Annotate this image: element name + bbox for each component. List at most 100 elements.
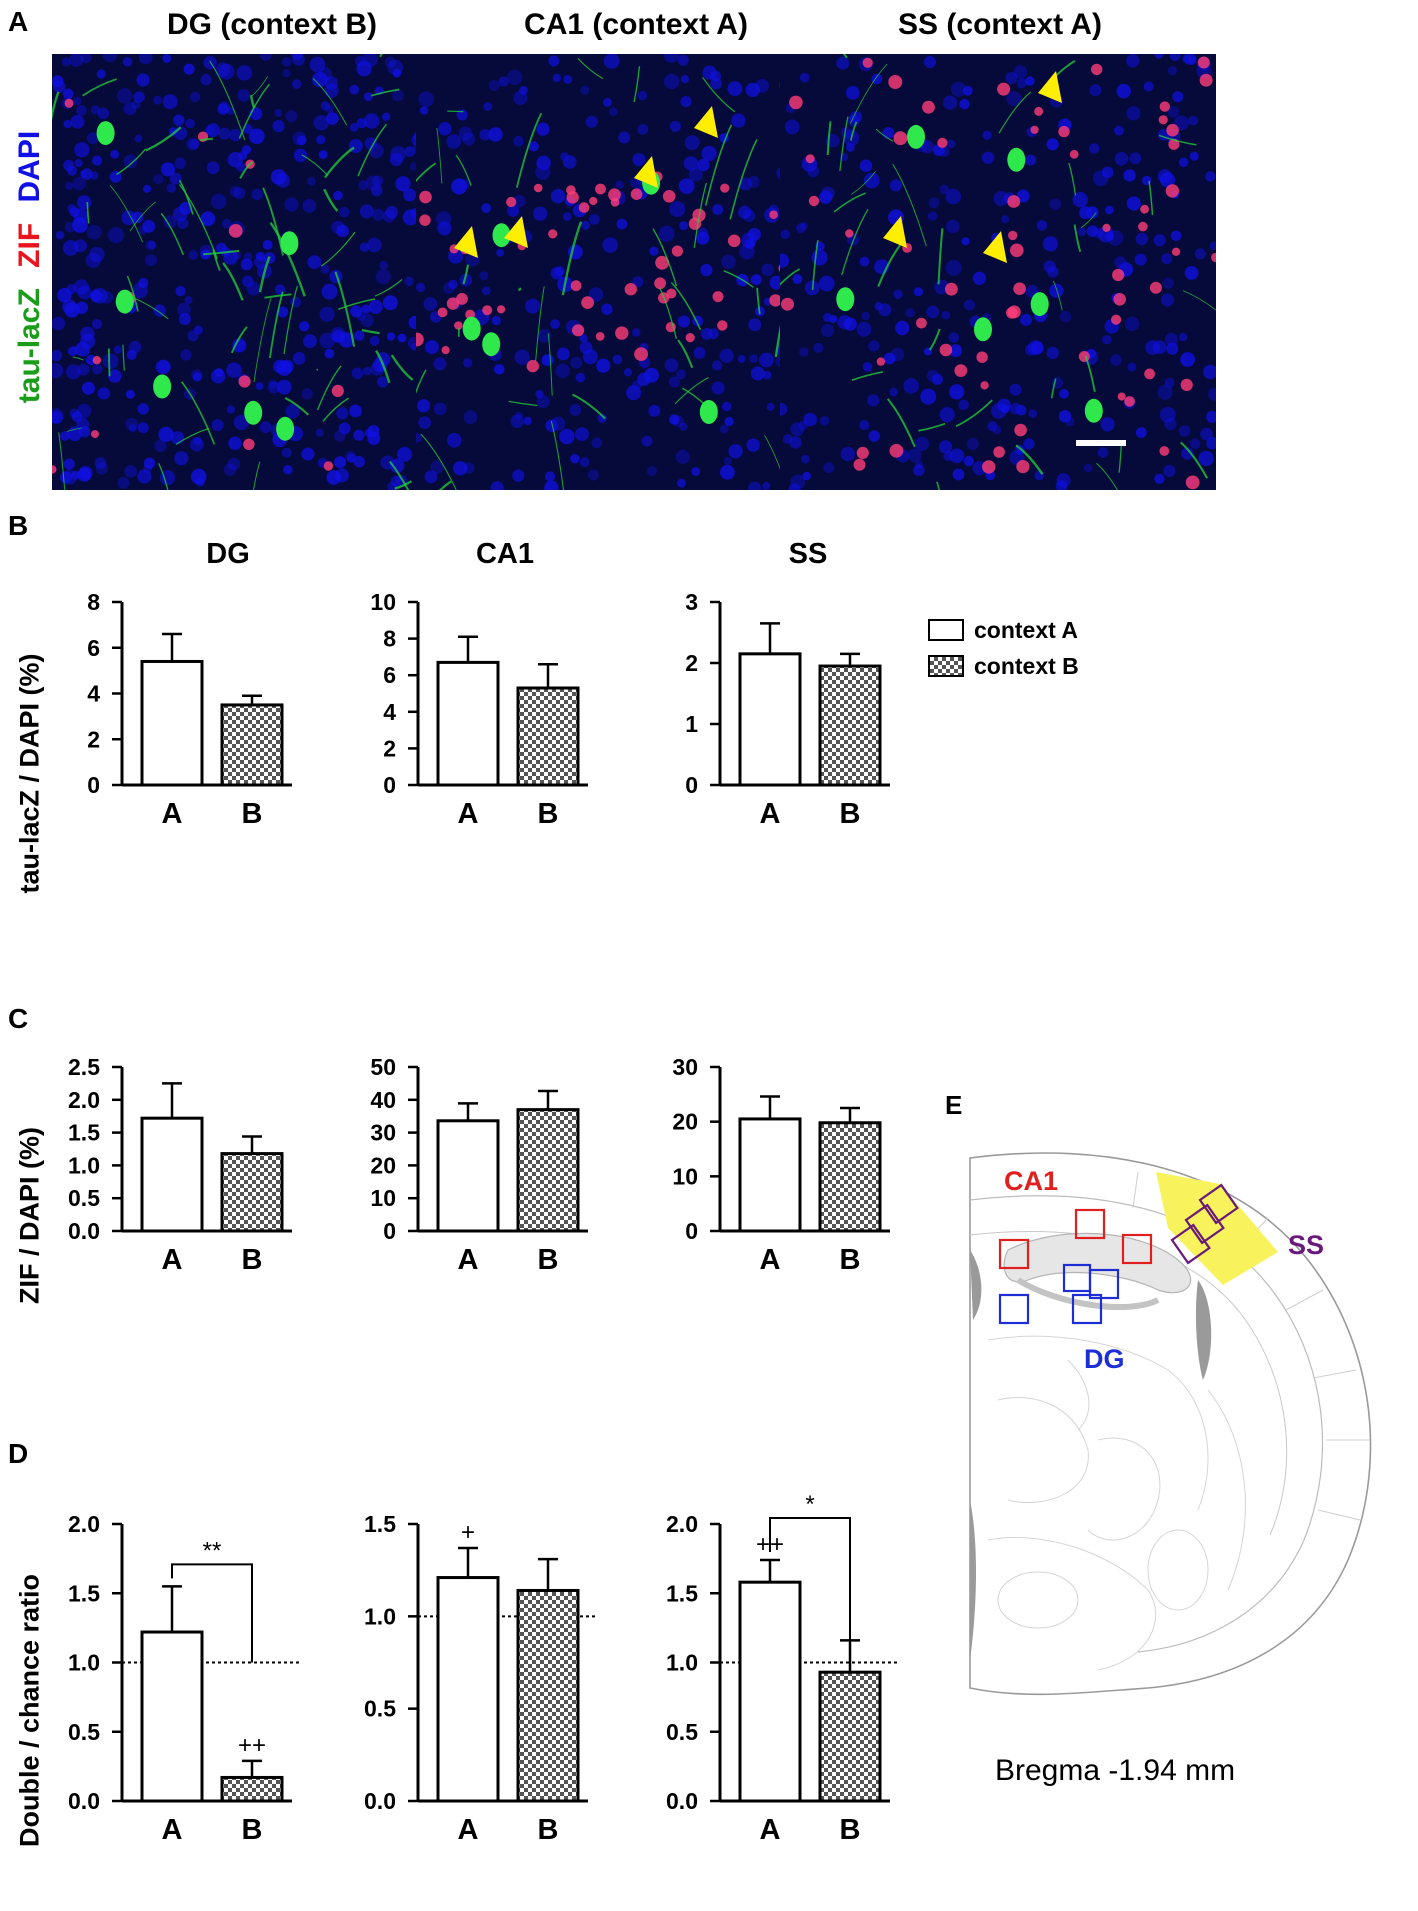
dapi-nucleus [859,420,870,431]
y-tick-label: 0.5 [666,1719,698,1745]
zif-nucleus [615,326,629,340]
zif-nucleus [419,214,431,226]
tau-lacz-fiber [1148,180,1154,215]
dapi-nucleus [823,462,835,474]
x-category-label: A [760,798,781,830]
zif-nucleus [781,297,794,311]
tau-lacz-fiber [851,371,883,382]
dapi-nucleus [102,54,118,63]
dapi-nucleus [915,460,923,469]
dapi-nucleus [554,266,565,277]
y-tick-label: 2.0 [68,1087,100,1113]
dapi-nucleus [664,358,679,373]
dapi-nucleus [321,283,338,300]
dapi-nucleus [376,376,389,388]
dapi-nucleus [211,419,224,432]
dapi-nucleus [1006,91,1022,107]
zif-nucleus [1159,446,1170,456]
dapi-nucleus [282,57,292,67]
dapi-nucleus [75,301,89,314]
zif-nucleus [456,293,468,305]
dapi-nucleus [137,403,149,415]
dapi-nucleus [849,111,863,124]
dapi-nucleus [1114,151,1129,166]
dapi-nucleus [451,178,468,195]
tau-lacz-fiber [462,264,470,285]
dapi-nucleus [738,205,752,219]
dapi-nucleus [437,221,452,236]
dapi-nucleus [335,468,349,483]
dapi-nucleus [387,59,404,76]
tau-lacz-cell-body [462,316,481,341]
dapi-nucleus [336,407,349,420]
dapi-nucleus [479,129,491,141]
dapi-nucleus [496,248,505,257]
dapi-nucleus [536,395,550,409]
legend-item-context-b: context B [928,648,1079,684]
dapi-nucleus [206,123,221,138]
bregma-caption: Bregma -1.94 mm [995,1754,1236,1787]
dapi-nucleus [364,137,378,150]
y-tick-label: 20 [370,1152,396,1178]
tau-lacz-fiber [258,256,271,293]
dapi-nucleus [349,84,360,95]
dapi-nucleus [949,344,963,357]
y-tick-label: 8 [87,589,100,615]
tau-lacz-cell-body [1084,398,1103,423]
dapi-nucleus [274,109,283,117]
dapi-nucleus [153,95,162,105]
dapi-nucleus [719,348,734,363]
zif-nucleus [853,458,866,471]
dapi-nucleus [163,215,177,229]
tau-lacz-fiber [1096,462,1118,490]
dapi-nucleus [390,146,407,162]
tau-lacz-fiber [379,54,383,58]
zif-nucleus [805,154,815,164]
zif-nucleus [608,188,621,202]
dapi-nucleus [389,458,405,474]
dapi-nucleus [313,115,329,131]
dapi-nucleus [684,135,700,151]
dapi-nucleus [591,437,603,449]
dapi-nucleus [303,334,317,348]
dapi-nucleus [724,416,734,427]
dapi-nucleus [320,264,330,274]
tau-lacz-fiber [109,185,144,243]
y-tick-label: 30 [370,1120,396,1146]
tau-lacz-fiber [58,432,66,490]
tau-lacz-fiber [677,339,694,369]
dapi-nucleus [570,356,583,369]
dapi-nucleus [380,455,395,470]
tau-lacz-fiber [652,228,678,287]
zif-nucleus [630,188,643,200]
tau-lacz-cell-body [115,289,134,314]
zif-nucleus [331,384,344,397]
dapi-nucleus [535,164,551,180]
dapi-nucleus [1009,402,1022,415]
dapi-nucleus [1005,72,1018,84]
tau-lacz-fiber [517,287,522,292]
tau-lacz-fiber [729,139,758,220]
tau-lacz-fiber [107,348,111,377]
dg-region-label: DG [1084,1344,1125,1374]
tau-lacz-fiber [145,126,182,152]
dapi-nucleus [845,86,860,100]
x-category-label: B [840,798,861,830]
dapi-nucleus [683,156,699,171]
dapi-nucleus [60,431,70,441]
dapi-nucleus [430,460,444,474]
significance-stars: ** [203,1537,222,1564]
dapi-nucleus [183,63,195,75]
dapi-nucleus [959,98,970,110]
y-tick-label: 30 [672,1054,698,1080]
zif-nucleus [666,288,677,299]
dapi-nucleus [162,54,172,63]
dapi-nucleus [339,206,350,218]
dapi-nucleus [1126,196,1141,211]
dapi-nucleus [325,105,334,114]
dapi-nucleus [528,141,539,152]
zif-nucleus [1013,282,1026,295]
tau-lacz-fiber [323,188,339,212]
dapi-nucleus [236,65,253,81]
dapi-nucleus [404,276,414,287]
